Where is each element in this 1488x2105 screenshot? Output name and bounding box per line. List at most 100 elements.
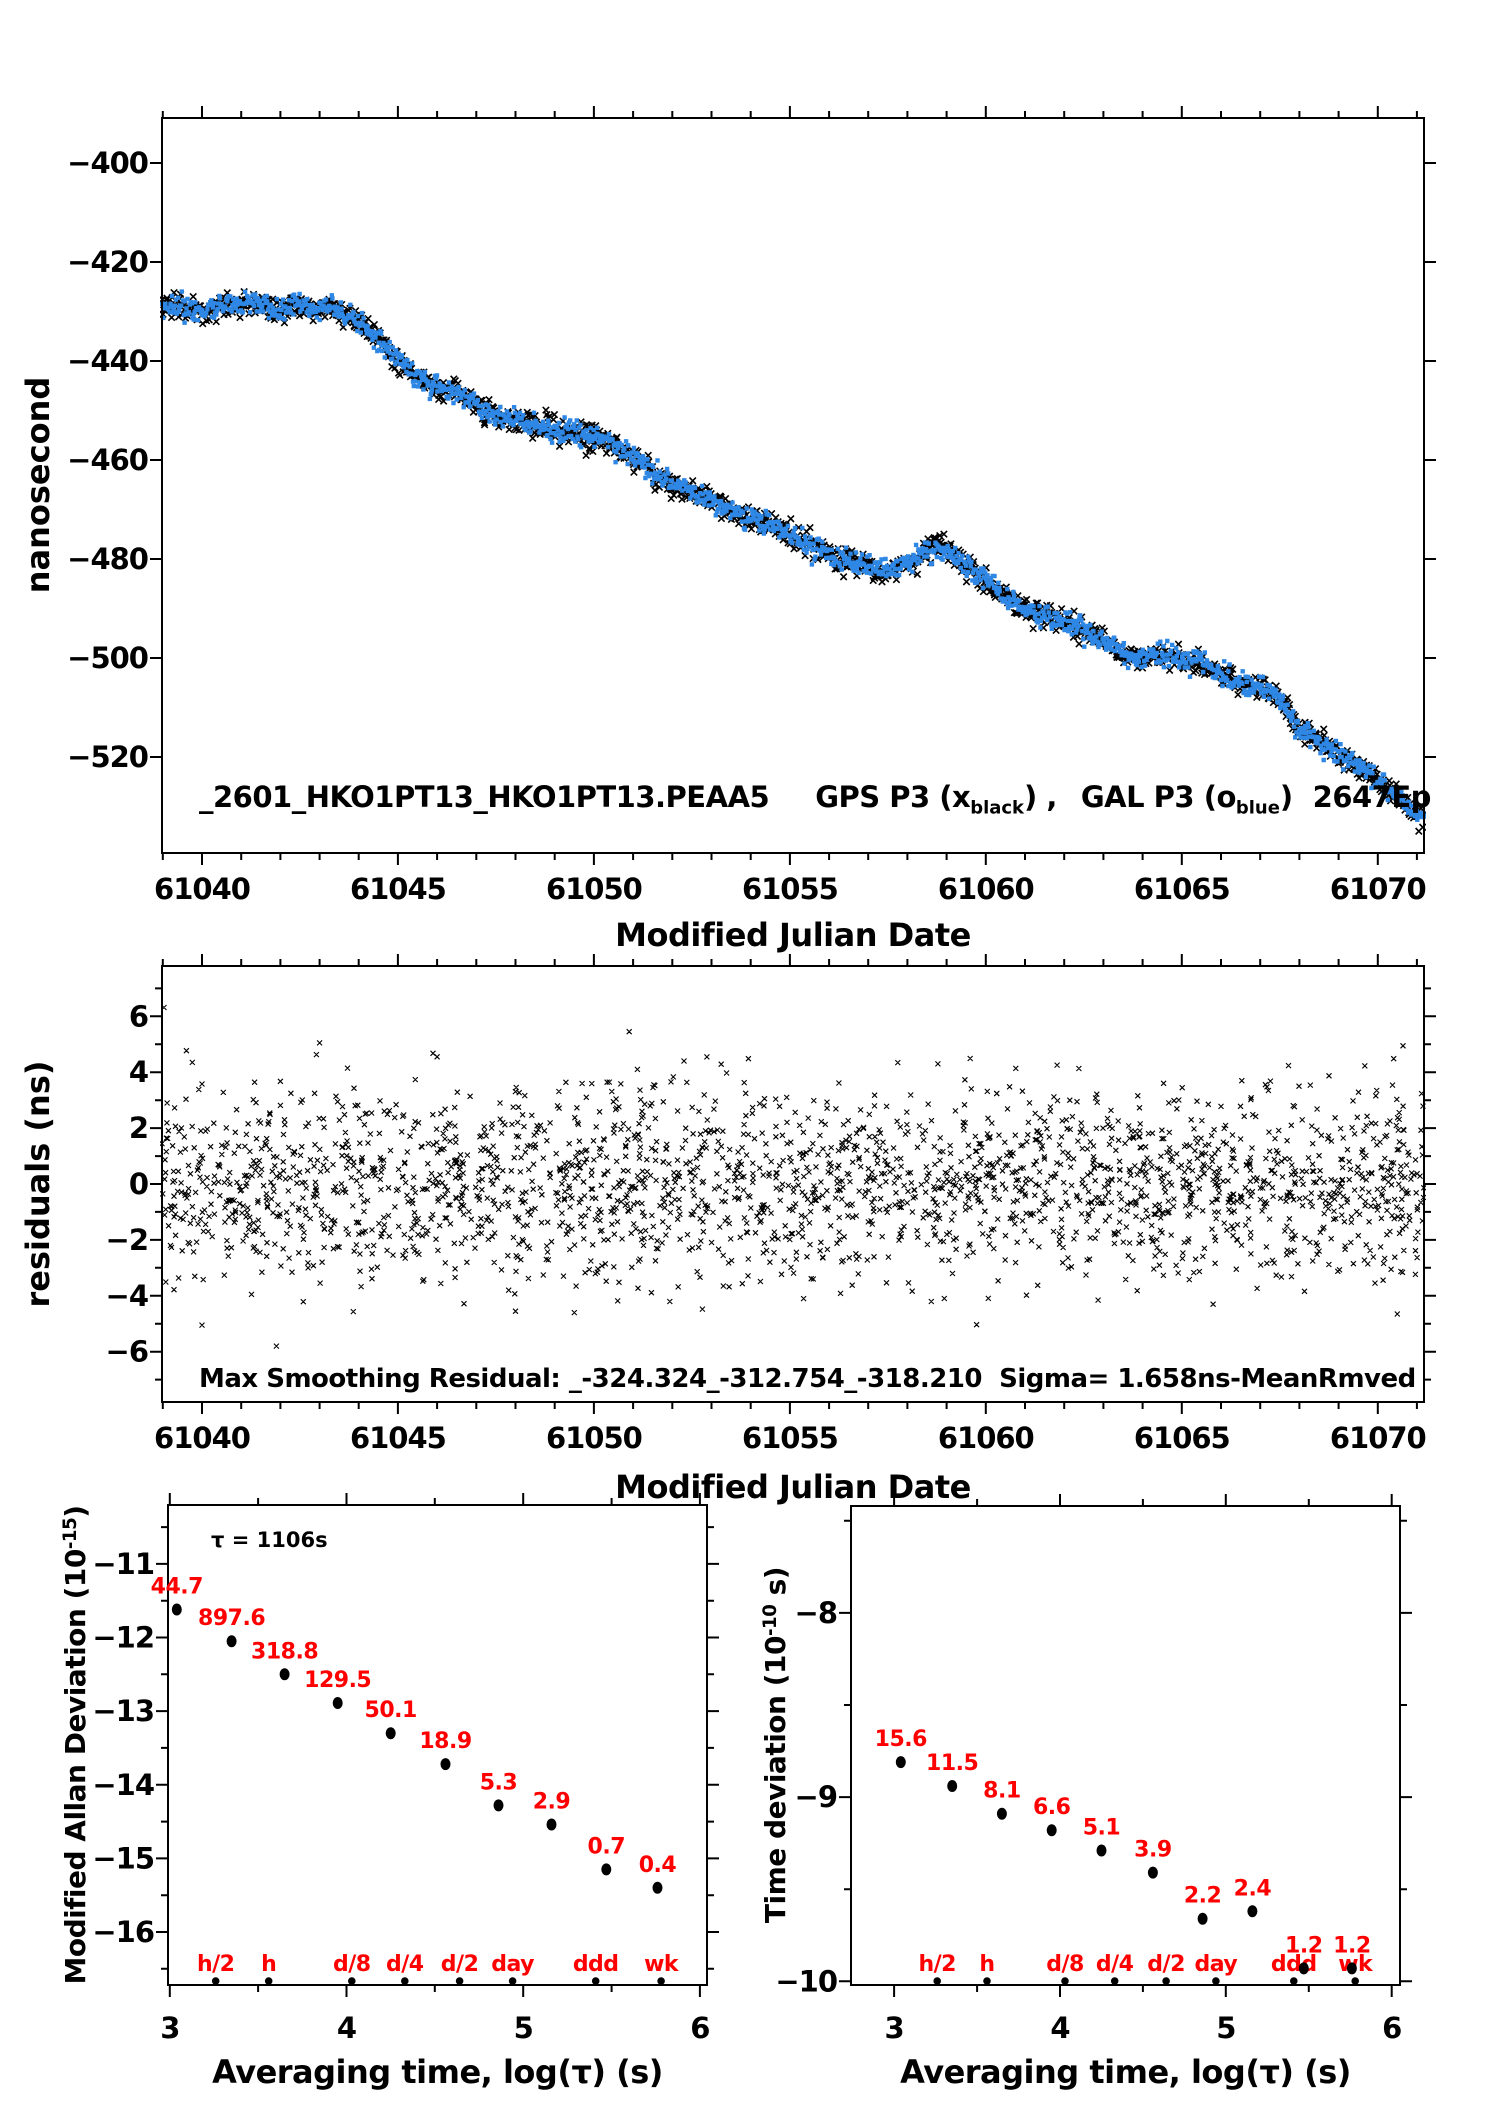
mdev-point	[493, 1799, 504, 1812]
tdev-point-label: 8.1	[983, 1779, 1020, 1804]
y-tick-label: −4	[106, 1279, 148, 1313]
time-marker-dot	[657, 1977, 665, 1985]
mdev-point-label: 5.3	[480, 1770, 517, 1795]
y-tick-label: −12	[92, 1621, 154, 1655]
x-tick-label: 3	[160, 2011, 179, 2045]
tdev-point	[1096, 1844, 1107, 1857]
y-tick-label: −500	[67, 641, 148, 675]
mdev-y-axis-title: Modified Allan Deviation (10-15)	[59, 1505, 93, 1985]
time-marker-label: day	[1195, 1952, 1238, 1977]
mdev-panel-border	[167, 1504, 708, 1986]
y-tick-label: −480	[67, 542, 148, 576]
mdev-point-label: 2.9	[533, 1790, 570, 1815]
x-tick-label: 61055	[742, 872, 838, 906]
tdev-point-label: 2.2	[1184, 1884, 1221, 1909]
mdev-point-label: 50.1	[365, 1698, 417, 1723]
time-marker-dot	[211, 1977, 220, 1985]
mdev-point	[546, 1818, 557, 1831]
x-tick-label: 6	[1382, 2011, 1401, 2045]
mdev-point-label: 897.6	[198, 1606, 265, 1631]
time-marker-label: d/2	[1147, 1952, 1185, 1977]
mdev-point	[440, 1758, 451, 1771]
mdev-x-axis-title: Averaging time, log(τ) (s)	[212, 2053, 663, 2091]
time-marker-label: h	[979, 1952, 994, 1977]
tdev-point	[996, 1807, 1007, 1820]
y-tick-label: −440	[67, 344, 148, 378]
x-tick-label: 61070	[1330, 1421, 1426, 1455]
x-tick-label: 61060	[938, 872, 1034, 906]
phase-axis: 61040 61045 61050 61055 61060 61065 61070 −400 −…	[67, 106, 1436, 906]
residual-x-axis-title: Modified Julian Date	[615, 1468, 971, 1506]
x-tick-label: 6	[690, 2011, 709, 2045]
x-tick-label: 5	[514, 2011, 533, 2045]
time-marker-dot	[933, 1977, 941, 1985]
y-tick-label: −16	[92, 1915, 154, 1949]
x-tick-label: 61040	[154, 1421, 250, 1455]
x-tick-label: 61065	[1134, 872, 1230, 906]
residual-annotation: Max Smoothing Residual: _-324.324_-312.7…	[199, 1364, 1416, 1394]
time-marker-dot	[508, 1977, 517, 1985]
time-marker-label: h	[261, 1952, 276, 1977]
x-tick-label: 61070	[1330, 872, 1426, 906]
title-gal-series: GAL P3 (oblue)	[1080, 780, 1293, 819]
tdev-point-label: 2.4	[1234, 1876, 1272, 1901]
tau-annotation: τ = 1106s	[211, 1528, 328, 1552]
x-tick-label: 3	[885, 2011, 904, 2045]
time-marker-dot	[264, 1977, 273, 1985]
title-gps-sub: black	[970, 797, 1024, 819]
time-marker-dot	[983, 1977, 991, 1985]
tdev-axis: 3 4 5 6 −8 −9 −10	[775, 1494, 1412, 2045]
residuals-axis: 61040 61045 61050 61055 61060 61065 61070 6 4 2 0 −…	[106, 954, 1436, 1455]
time-marker-label: d/4	[1096, 1952, 1134, 1977]
tdev-point	[947, 1780, 958, 1792]
y-tick-label: −520	[67, 740, 148, 774]
tdev-point-label: 5.1	[1083, 1816, 1120, 1841]
x-tick-label: 61050	[546, 872, 642, 906]
tdev-point-label: 15.6	[875, 1727, 927, 1752]
y-tick-label: −6	[106, 1335, 148, 1369]
time-marker-label: ddd	[573, 1952, 619, 1977]
time-marker-dot	[591, 1977, 600, 1985]
mdev-point-label: 18.9	[419, 1729, 471, 1754]
y-tick-label: 4	[129, 1055, 148, 1089]
title-epoch-count: 2647Ep	[1312, 780, 1432, 814]
mdev-point-label: 0.7	[588, 1834, 625, 1859]
x-tick-label: 4	[337, 2011, 356, 2045]
mdev-points: 44.7 897.6 318.8 129.5 50.118.9 5.3 2.9 0.7 0.4	[151, 1575, 677, 1894]
mdev-point	[279, 1668, 290, 1681]
mdev-point	[601, 1863, 612, 1876]
y-tick-label: −8	[795, 1596, 837, 1630]
x-tick-label: 61055	[742, 1421, 838, 1455]
time-marker-label: wk	[1338, 1952, 1374, 1977]
mdev-point-label: 129.5	[304, 1668, 371, 1693]
title-file-id: _2601_HKO1PT13_HKO1PT13.PEAA5	[199, 780, 770, 814]
time-marker-label: wk	[644, 1952, 680, 1977]
mdev-point	[332, 1697, 343, 1709]
tdev-y-axis-title: Time deviation (10-10 s)	[759, 1566, 793, 1924]
x-tick-label: 61050	[546, 1421, 642, 1455]
mdev-time-markers: h/2 h d/8 d/4 d/2 day ddd wk	[197, 1952, 680, 1985]
time-marker-label: h/2	[918, 1952, 956, 1977]
time-marker-label: d/4	[386, 1952, 424, 1977]
y-tick-label: −400	[67, 146, 148, 180]
y-tick-label: 6	[129, 999, 148, 1033]
y-tick-label: −15	[92, 1841, 154, 1875]
x-tick-label: 61065	[1134, 1421, 1230, 1455]
time-marker-dot	[1061, 1977, 1069, 1985]
mdev-point	[652, 1881, 663, 1894]
tdev-point-label: 3.9	[1134, 1838, 1171, 1863]
x-tick-label: 61060	[938, 1421, 1034, 1455]
tdev-points: 15.611.58.1 6.6 5.1 3.9 2.2 2.4 1.2 1.2	[875, 1727, 1371, 1975]
time-marker-dot	[1110, 1977, 1119, 1985]
tdev-point	[1247, 1905, 1258, 1918]
y-tick-label: −9	[795, 1780, 837, 1814]
y-tick-label: 0	[129, 1167, 148, 1201]
phase-gal-scatter	[160, 289, 1426, 822]
y-tick-label: −13	[92, 1694, 154, 1728]
y-tick-label: −2	[106, 1223, 148, 1257]
title-gal-sub: blue	[1235, 797, 1280, 819]
mdev-point	[226, 1635, 237, 1648]
residuals-panel-border	[161, 965, 1425, 1403]
